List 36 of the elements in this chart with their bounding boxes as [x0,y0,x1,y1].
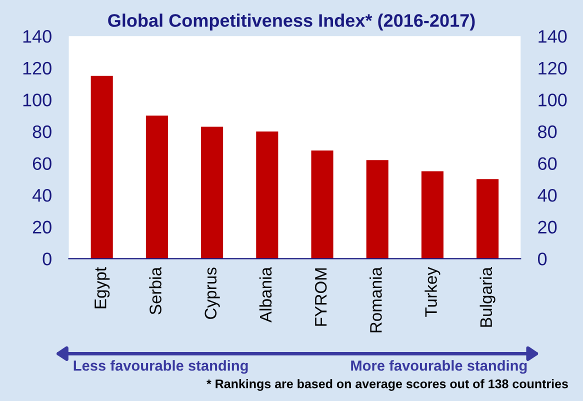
x-tick-label: FYROM [314,268,327,326]
y2-tick-label: 60 [538,157,557,170]
bar [311,150,334,259]
x-tick-label: Albania [259,266,272,323]
y2-tick-label: 20 [538,220,557,234]
y2-tick-label: 100 [538,94,567,106]
y-tick-label: 20 [32,220,52,234]
x-tick-label: Turkey [424,267,440,317]
y2-tick-label: 140 [538,30,567,43]
bar [201,126,224,259]
y2-tick-label: 80 [538,125,557,138]
bar [421,171,444,259]
x-tick-label: Bulgaria [480,266,496,327]
x-tick-label: Romania [370,266,382,332]
bar [90,76,113,259]
y-tick-label: 0 [42,252,52,266]
y-tick-label: 60 [32,157,52,170]
y2-tick-label: 120 [538,62,567,75]
y-tick-label: 40 [32,188,52,202]
chart-title: Global Competitiveness Index* (2016-2017) [108,14,475,30]
y-tick-label: 100 [23,94,52,106]
x-tick-label: Serbia [149,266,162,314]
x-tick-label: Cyprus [204,268,220,319]
x-tick-label: Egypt [94,267,110,308]
y2-tick-label: 0 [538,252,547,266]
bar [256,131,278,259]
bar [146,116,168,259]
y-tick-label: 120 [23,62,52,75]
y2-tick-label: 40 [538,188,557,202]
bar [366,160,388,259]
y-tick-label: 140 [23,30,52,43]
y-tick-label: 80 [32,125,52,138]
text: Less favourable standing [74,360,248,374]
text: More favourable standing [351,360,527,374]
text: * Rankings are based on average scores out of 138 countries [206,379,568,391]
bar [476,179,499,259]
